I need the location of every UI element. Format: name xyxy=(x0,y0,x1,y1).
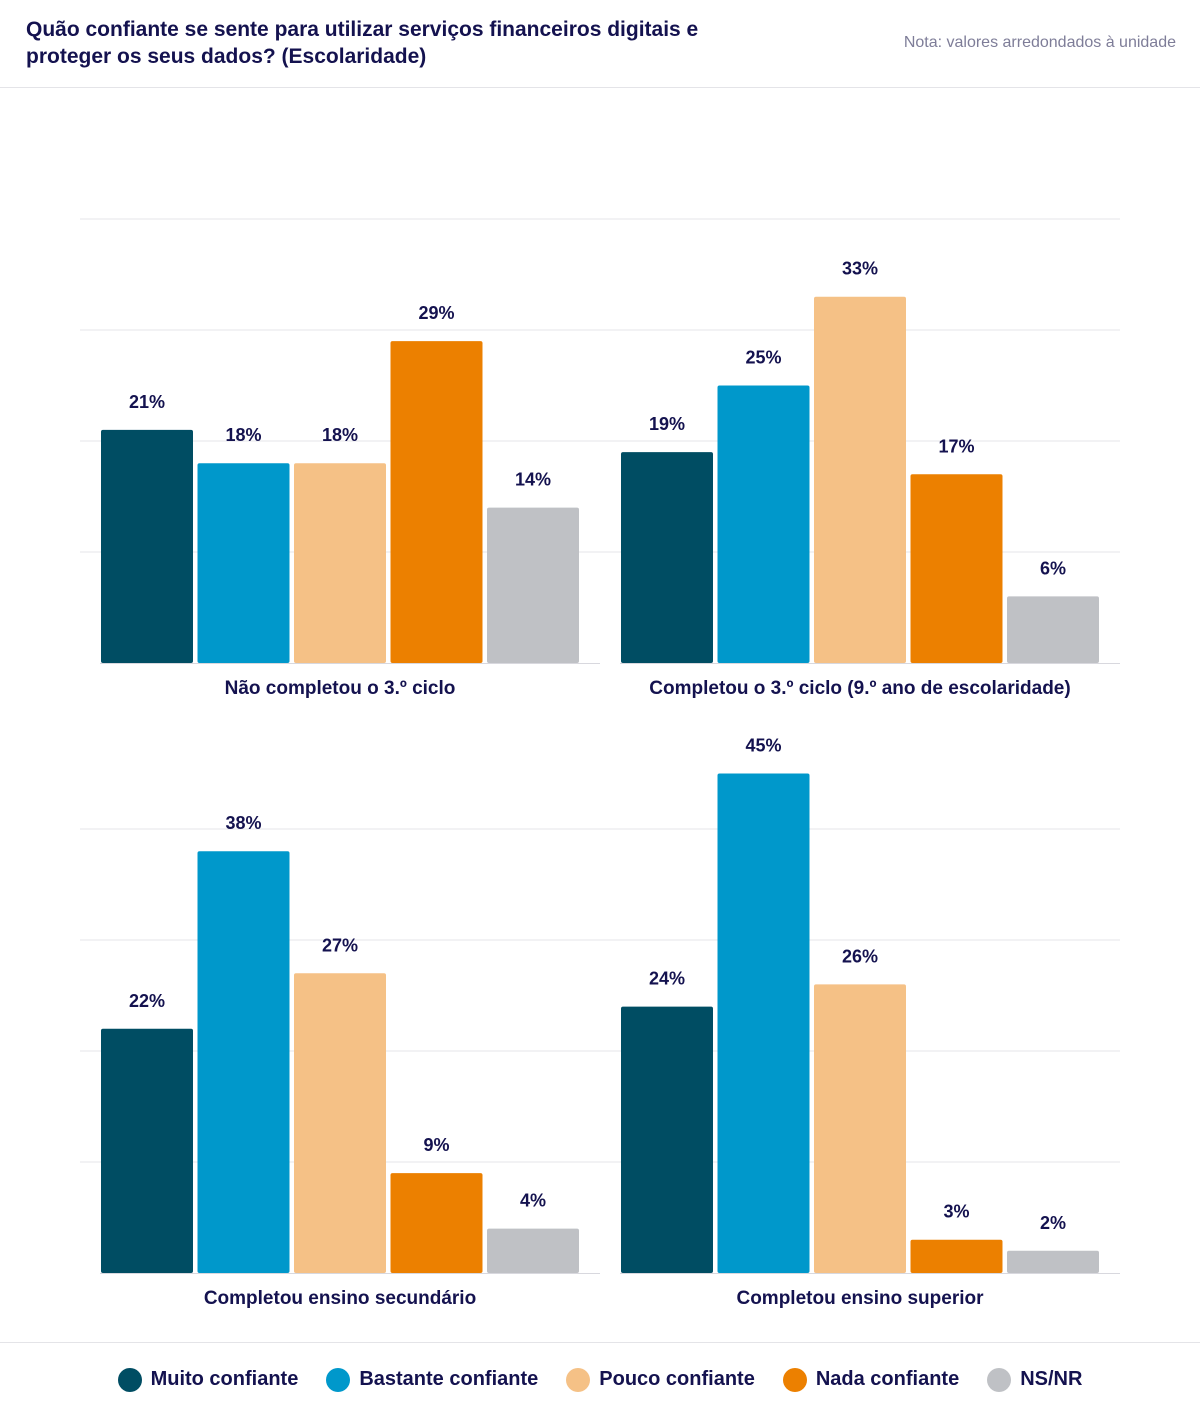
data-label: 3% xyxy=(943,1202,969,1222)
bar xyxy=(487,507,579,663)
bar xyxy=(197,463,290,663)
bar xyxy=(294,463,386,663)
bar xyxy=(621,1006,713,1273)
legend-swatch xyxy=(326,1367,351,1392)
legend-swatch xyxy=(117,1367,142,1392)
rounding-note: Nota: valores arredondados à unidade xyxy=(903,34,1176,51)
data-label: 18% xyxy=(322,425,358,445)
bar xyxy=(101,429,193,663)
bar xyxy=(390,1173,483,1273)
data-label: 24% xyxy=(649,969,685,989)
data-label: 6% xyxy=(1040,558,1066,578)
legend-item: Bastante confiante xyxy=(326,1367,539,1392)
bar xyxy=(1007,1250,1099,1273)
bar xyxy=(717,773,810,1273)
bar xyxy=(197,851,290,1273)
legend-item: Muito confiante xyxy=(117,1367,299,1392)
bar xyxy=(390,341,483,663)
legend-label: Nada confiante xyxy=(815,1368,960,1390)
legend-item: Pouco confiante xyxy=(566,1367,755,1392)
data-label: 14% xyxy=(515,470,551,490)
category-label: Completou ensino secundário xyxy=(204,1288,476,1309)
legend-swatch xyxy=(566,1367,591,1392)
data-label: 29% xyxy=(418,303,454,323)
legend: Muito confiante Bastante confiante Pouco c… xyxy=(0,1342,1200,1424)
category-label: Não completou o 3.º ciclo xyxy=(225,678,456,699)
data-label: 26% xyxy=(842,946,878,966)
bar xyxy=(621,452,713,663)
bar xyxy=(910,474,1003,663)
bar xyxy=(487,1228,579,1273)
data-label: 22% xyxy=(129,991,165,1011)
header: Quão confiante se sente para utilizar se… xyxy=(0,0,1200,88)
legend-label: NS/NR xyxy=(1020,1368,1083,1390)
legend-item: NS/NR xyxy=(987,1367,1083,1392)
data-label: 18% xyxy=(225,425,261,445)
data-label: 25% xyxy=(745,348,781,368)
data-label: 45% xyxy=(745,736,781,756)
bar xyxy=(1007,596,1099,663)
legend-swatch xyxy=(987,1367,1012,1392)
bar xyxy=(910,1239,1003,1273)
legend-label: Bastante confiante xyxy=(359,1368,539,1390)
category-label: Completou ensino superior xyxy=(736,1288,984,1309)
data-label: 17% xyxy=(938,436,974,456)
bar xyxy=(717,385,810,663)
bar xyxy=(814,296,906,663)
data-label: 9% xyxy=(423,1135,449,1155)
bar xyxy=(101,1028,193,1273)
data-label: 27% xyxy=(322,935,358,955)
data-label: 4% xyxy=(520,1191,546,1211)
bar xyxy=(814,984,906,1273)
bar xyxy=(294,973,386,1273)
data-label: 2% xyxy=(1040,1213,1066,1233)
legend-swatch xyxy=(782,1367,807,1392)
data-label: 33% xyxy=(842,259,878,279)
data-label: 38% xyxy=(225,813,261,833)
data-label: 19% xyxy=(649,414,685,434)
bar-chart: 21% 18% 18% 29% 14% Não completou o 3.º ciclo… xyxy=(80,218,1120,1309)
legend-label: Muito confiante xyxy=(150,1368,299,1390)
category-label: Completou o 3.º ciclo (9.º ano de escola… xyxy=(649,678,1070,699)
data-label: 21% xyxy=(129,392,165,412)
chart-title: Quão confiante se sente para utilizar se… xyxy=(26,18,699,68)
legend-label: Pouco confiante xyxy=(599,1368,755,1390)
legend-item: Nada confiante xyxy=(782,1367,960,1392)
